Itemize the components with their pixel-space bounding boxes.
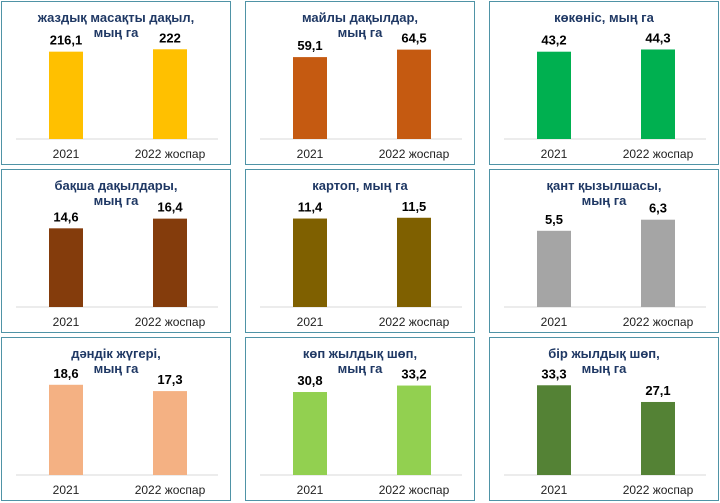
data-label: 27,1 bbox=[645, 383, 670, 398]
x-tick-label: 2021 bbox=[297, 483, 324, 497]
chart-title-line: дәндік жүгері, bbox=[71, 346, 161, 361]
data-label: 18,6 bbox=[53, 366, 78, 381]
chart-title: дәндік жүгері, мың га bbox=[10, 346, 222, 376]
chart-panel-4: бақша дақылдары, мың га 14,6 2021 16,4 2022 ж… bbox=[1, 169, 231, 333]
x-tick-label: 2021 bbox=[297, 147, 324, 161]
x-tick-label: 2022 жоспар bbox=[623, 147, 694, 161]
data-label: 216,1 bbox=[50, 33, 83, 48]
data-label: 44,3 bbox=[645, 30, 670, 45]
bar-2021 bbox=[293, 392, 327, 475]
chart-panel-7: дәндік жүгері, мың га 18,6 2021 17,3 2022 жос… bbox=[1, 337, 231, 501]
chart-title-line: мың га bbox=[93, 25, 139, 40]
data-label: 33,3 bbox=[541, 366, 566, 381]
x-tick-label: 2022 жоспар bbox=[379, 315, 450, 329]
chart-title: көкөніс, мың га bbox=[498, 10, 710, 25]
chart-title: қант қызылшасы, мың га bbox=[498, 178, 710, 208]
bar-2021 bbox=[293, 57, 327, 139]
chart-title-line: бақша дақылдары, bbox=[54, 178, 178, 193]
chart-panel-2: майлы дақылдар, мың га 59,1 2021 64,5 2022 жо… bbox=[245, 1, 475, 165]
chart-title-line: жаздық масақты дақыл, bbox=[37, 10, 195, 25]
chart-title-line: мың га bbox=[337, 25, 383, 40]
x-tick-label: 2022 жоспар bbox=[623, 483, 694, 497]
data-label: 6,3 bbox=[649, 201, 667, 216]
data-label: 5,5 bbox=[545, 212, 563, 227]
chart-title-line: мың га bbox=[581, 193, 627, 208]
bar-2022-жоспар bbox=[153, 49, 187, 139]
x-tick-label: 2022 жоспар bbox=[379, 147, 450, 161]
x-tick-label: 2022 жоспар bbox=[379, 483, 450, 497]
x-tick-label: 2022 жоспар bbox=[135, 147, 206, 161]
chart-panel-5: картоп, мың га 11,4 2021 11,5 2022 жоспар bbox=[245, 169, 475, 333]
chart-title: көп жылдық шөп, мың га bbox=[254, 346, 466, 376]
bar-2022-жоспар bbox=[641, 219, 675, 307]
bar-chart: 18,6 2021 17,3 2022 жоспар bbox=[16, 366, 218, 497]
chart-panel-8: көп жылдық шөп, мың га 30,8 2021 33,2 2022 жо… bbox=[245, 337, 475, 501]
bar-2021 bbox=[293, 218, 327, 307]
bar-chart: 14,6 2021 16,4 2022 жоспар bbox=[16, 200, 218, 329]
bar-2021 bbox=[49, 384, 83, 475]
chart-title-line: көкөніс, мың га bbox=[554, 10, 654, 25]
data-label: 33,2 bbox=[401, 367, 426, 382]
chart-title-line: мың га bbox=[93, 361, 139, 376]
bar-2021 bbox=[49, 228, 83, 307]
x-tick-label: 2021 bbox=[53, 315, 80, 329]
bar-2021 bbox=[537, 385, 571, 475]
chart-title: бір жылдық шөп, мың га bbox=[498, 346, 710, 376]
chart-title-line: бір жылдық шөп, bbox=[548, 346, 660, 361]
chart-panel-3: көкөніс, мың га 43,2 2021 44,3 2022 жоспар bbox=[489, 1, 719, 165]
bar-2022-жоспар bbox=[397, 385, 431, 475]
bar-2022-жоспар bbox=[397, 49, 431, 139]
data-label: 59,1 bbox=[297, 38, 322, 53]
x-tick-label: 2021 bbox=[297, 315, 324, 329]
bar-2022-жоспар bbox=[641, 49, 675, 140]
data-label: 43,2 bbox=[541, 33, 566, 48]
bar-chart: 43,2 2021 44,3 2022 жоспар bbox=[504, 30, 706, 161]
data-label: 30,8 bbox=[297, 373, 322, 388]
data-label: 16,4 bbox=[157, 200, 183, 215]
chart-title-line: мың га bbox=[337, 361, 383, 376]
bar-2022-жоспар bbox=[153, 391, 187, 475]
bar-chart: 30,8 2021 33,2 2022 жоспар bbox=[260, 367, 462, 497]
chart-panel-1: жаздық масақты дақыл, мың га 216,1 2021 222 2… bbox=[1, 1, 231, 165]
data-label: 64,5 bbox=[401, 31, 426, 46]
bar-chart: 5,5 2021 6,3 2022 жоспар bbox=[504, 201, 706, 329]
x-tick-label: 2021 bbox=[53, 147, 80, 161]
chart-title: майлы дақылдар, мың га bbox=[254, 10, 466, 40]
data-label: 14,6 bbox=[53, 209, 78, 224]
chart-title: бақша дақылдары, мың га bbox=[10, 178, 222, 208]
bar-2022-жоспар bbox=[397, 217, 431, 307]
data-label: 11,5 bbox=[402, 199, 427, 214]
chart-panel-6: қант қызылшасы, мың га 5,5 2021 6,3 2022 жосп… bbox=[489, 169, 719, 333]
bar-2022-жоспар bbox=[641, 401, 675, 475]
bar-chart: 33,3 2021 27,1 2022 жоспар bbox=[504, 366, 706, 497]
chart-title-line: көп жылдық шөп, bbox=[302, 346, 418, 361]
x-tick-label: 2021 bbox=[53, 483, 80, 497]
bar-chart: 216,1 2021 222 2022 жоспар bbox=[16, 30, 218, 161]
chart-title-line: қант қызылшасы, bbox=[546, 178, 662, 193]
bar-2021 bbox=[49, 51, 83, 139]
data-label: 17,3 bbox=[157, 372, 182, 387]
chart-title-line: майлы дақылдар, bbox=[301, 10, 419, 25]
x-tick-label: 2021 bbox=[541, 147, 568, 161]
bar-2021 bbox=[537, 51, 571, 140]
data-label: 222 bbox=[159, 30, 181, 45]
bar-chart: 59,1 2021 64,5 2022 жоспар bbox=[260, 31, 462, 161]
chart-panel-9: бір жылдық шөп, мың га 33,3 2021 27,1 2022 жо… bbox=[489, 337, 719, 501]
chart-title-line: мың га bbox=[93, 193, 139, 208]
x-tick-label: 2022 жоспар bbox=[135, 483, 206, 497]
chart-title-line: картоп, мың га bbox=[312, 178, 408, 193]
x-tick-label: 2022 жоспар bbox=[135, 315, 206, 329]
bar-2022-жоспар bbox=[153, 218, 187, 307]
data-label: 11,4 bbox=[298, 200, 323, 215]
x-tick-label: 2022 жоспар bbox=[623, 315, 694, 329]
x-tick-label: 2021 bbox=[541, 315, 568, 329]
chart-title: жаздық масақты дақыл, мың га bbox=[10, 10, 222, 40]
x-tick-label: 2021 bbox=[541, 483, 568, 497]
chart-title-line: мың га bbox=[581, 361, 627, 376]
bar-chart: 11,4 2021 11,5 2022 жоспар bbox=[260, 199, 462, 329]
bar-2021 bbox=[537, 230, 571, 307]
chart-title: картоп, мың га bbox=[254, 178, 466, 193]
